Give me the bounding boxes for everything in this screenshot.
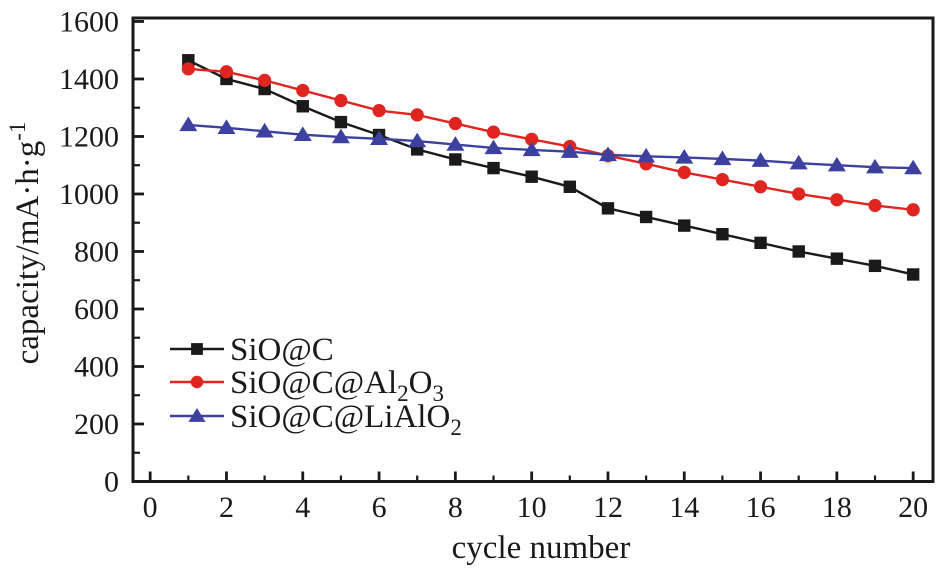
legend-item-sio-c-al-o: SiO@C@Al2O3 bbox=[170, 365, 444, 406]
series-sio-c-al-o bbox=[181, 62, 920, 217]
y-tick-label-600: 600 bbox=[74, 293, 119, 326]
marker-sio-c-lialo-cycle-17 bbox=[789, 154, 808, 170]
marker-sio-c-al-o-cycle-16 bbox=[753, 180, 768, 194]
marker-sio-c-lialo-cycle-9 bbox=[484, 139, 503, 155]
marker-sio-c-lialo-cycle-4 bbox=[293, 126, 312, 141]
legend-marker-sio-c bbox=[191, 343, 203, 355]
series-group bbox=[179, 54, 923, 281]
marker-sio-c-al-o-cycle-3 bbox=[258, 73, 272, 87]
marker-sio-c-al-o-cycle-10 bbox=[525, 132, 539, 146]
legend-marker-sio-c-lialo bbox=[188, 408, 206, 422]
series-sio-c bbox=[182, 54, 920, 281]
marker-sio-c-lialo-cycle-18 bbox=[827, 156, 846, 172]
y-tick-label-200: 200 bbox=[74, 408, 119, 441]
marker-sio-c-lialo-cycle-6 bbox=[370, 130, 389, 145]
series-sio-c-lialo bbox=[179, 116, 923, 175]
x-tick-label-0: 0 bbox=[143, 491, 158, 524]
marker-sio-c-al-o-cycle-5 bbox=[334, 93, 348, 108]
marker-sio-c-lialo-cycle-5 bbox=[331, 128, 350, 144]
x-tick-label-20: 20 bbox=[898, 491, 928, 524]
legend-item-sio-c-lialo: SiO@C@LiAlO2 bbox=[170, 399, 462, 440]
marker-sio-c-lialo-cycle-13 bbox=[637, 147, 656, 163]
marker-sio-c-cycle-16 bbox=[754, 236, 767, 250]
marker-sio-c-lialo-cycle-16 bbox=[751, 152, 770, 167]
marker-sio-c-al-o-cycle-14 bbox=[677, 165, 691, 180]
x-tick-label-6: 6 bbox=[372, 491, 387, 524]
series-line-sio-c bbox=[187, 59, 914, 276]
marker-sio-c-al-o-cycle-19 bbox=[868, 198, 882, 213]
marker-sio-c-al-o-cycle-2 bbox=[219, 65, 234, 79]
x-tick-label-18: 18 bbox=[822, 491, 852, 524]
marker-sio-c-cycle-17 bbox=[792, 245, 805, 258]
x-tick-label-10: 10 bbox=[517, 491, 547, 524]
legend-item-sio-c: SiO@C bbox=[170, 332, 334, 368]
marker-sio-c-cycle-13 bbox=[639, 210, 653, 224]
y-tick-label-400: 400 bbox=[74, 350, 119, 383]
marker-sio-c-lialo-cycle-12 bbox=[598, 146, 617, 162]
marker-sio-c-cycle-5 bbox=[334, 115, 348, 129]
marker-sio-c-al-o-cycle-6 bbox=[372, 103, 386, 118]
marker-sio-c-cycle-14 bbox=[678, 219, 691, 232]
y-tick-label-1600: 1600 bbox=[59, 5, 119, 38]
marker-sio-c-lialo-cycle-20 bbox=[904, 159, 923, 175]
x-tick-label-12: 12 bbox=[593, 491, 623, 524]
marker-sio-c-lialo-cycle-1 bbox=[179, 116, 198, 132]
marker-sio-c-cycle-20 bbox=[906, 268, 920, 281]
marker-sio-c-cycle-12 bbox=[601, 202, 615, 215]
marker-sio-c-cycle-4 bbox=[296, 100, 309, 113]
marker-sio-c-lialo-cycle-15 bbox=[713, 150, 732, 166]
y-tick-label-0: 0 bbox=[104, 466, 119, 499]
marker-sio-c-al-o-cycle-18 bbox=[830, 193, 844, 207]
y-axis: 0 200 400 600 800 1000 1200 1400 1600 bbox=[59, 5, 144, 499]
y-tick-label-1200: 1200 bbox=[59, 120, 119, 153]
marker-sio-c-al-o-cycle-15 bbox=[715, 172, 730, 187]
y-tick-label-800: 800 bbox=[74, 235, 119, 268]
x-axis-title: cycle number bbox=[452, 530, 631, 566]
marker-sio-c-cycle-8 bbox=[449, 153, 462, 166]
marker-sio-c-lialo-cycle-3 bbox=[255, 122, 274, 138]
legend-marker-sio-c-al-o bbox=[190, 375, 204, 389]
marker-sio-c-al-o-cycle-9 bbox=[486, 125, 501, 139]
marker-sio-c-cycle-11 bbox=[563, 180, 577, 193]
y-axis-title: capacity/mA·h·g-1 bbox=[5, 122, 46, 365]
x-tick-label-16: 16 bbox=[746, 491, 776, 524]
x-tick-label-4: 4 bbox=[295, 491, 310, 524]
x-tick-label-8: 8 bbox=[448, 491, 463, 524]
x-tick-label-14: 14 bbox=[669, 491, 699, 524]
legend-label-sio-c-lialo: SiO@C@LiAlO2 bbox=[230, 399, 462, 440]
marker-sio-c-al-o-cycle-17 bbox=[792, 187, 806, 201]
marker-sio-c-lialo-cycle-8 bbox=[446, 136, 465, 151]
marker-sio-c-lialo-cycle-14 bbox=[675, 149, 694, 164]
marker-sio-c-al-o-cycle-20 bbox=[906, 203, 920, 217]
marker-sio-c-lialo-cycle-11 bbox=[560, 143, 579, 158]
marker-sio-c-cycle-18 bbox=[830, 252, 844, 265]
marker-sio-c-lialo-cycle-2 bbox=[217, 119, 236, 135]
x-tick-label-2: 2 bbox=[219, 491, 234, 524]
legend-label-sio-c-al-o: SiO@C@Al2O3 bbox=[230, 365, 444, 406]
marker-sio-c-lialo-cycle-19 bbox=[866, 158, 885, 174]
marker-sio-c-al-o-cycle-4 bbox=[296, 83, 310, 98]
y-tick-label-1000: 1000 bbox=[59, 178, 119, 211]
marker-sio-c-cycle-10 bbox=[525, 170, 538, 183]
marker-sio-c-al-o-cycle-8 bbox=[448, 116, 462, 131]
marker-sio-c-cycle-19 bbox=[868, 259, 882, 273]
marker-sio-c-cycle-15 bbox=[716, 228, 729, 241]
marker-sio-c-al-o-cycle-7 bbox=[410, 108, 424, 122]
marker-sio-c-cycle-9 bbox=[487, 161, 500, 175]
marker-sio-c-lialo-cycle-7 bbox=[408, 132, 427, 148]
marker-sio-c-lialo-cycle-10 bbox=[522, 141, 541, 157]
x-axis: 0 2 4 6 8 10 12 14 16 18 20 bbox=[143, 471, 928, 524]
plot-frame bbox=[131, 16, 935, 483]
series-line-sio-c-lialo bbox=[188, 123, 914, 170]
legend-label-sio-c: SiO@C bbox=[230, 332, 334, 368]
marker-sio-c-al-o-cycle-1 bbox=[181, 62, 195, 76]
y-tick-label-1400: 1400 bbox=[59, 63, 119, 96]
